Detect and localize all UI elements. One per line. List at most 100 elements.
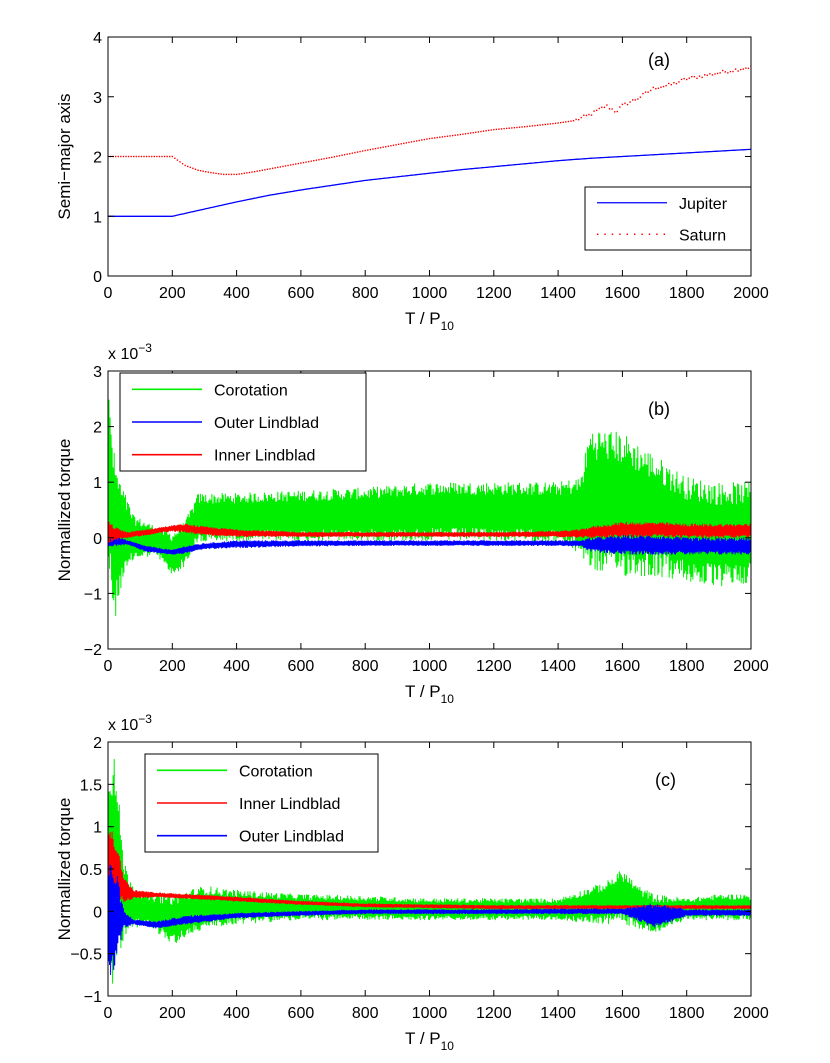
data-point bbox=[135, 155, 137, 158]
data-point bbox=[549, 123, 552, 125]
data-point bbox=[346, 153, 348, 155]
data-point bbox=[264, 169, 266, 171]
data-point bbox=[575, 118, 577, 121]
data-point bbox=[405, 142, 408, 144]
data-point bbox=[603, 106, 606, 109]
x-tick-label: 1000 bbox=[412, 658, 448, 675]
x-tick-label: 2000 bbox=[733, 658, 769, 675]
chart-panel-3: 0 200 400 600 800 1000 1200 1400 1600 1800 2000 −1 −… bbox=[55, 712, 769, 1053]
data-point bbox=[670, 83, 672, 86]
data-point bbox=[351, 152, 354, 154]
data-point bbox=[194, 168, 197, 170]
data-point bbox=[595, 109, 598, 112]
panel-label: (a) bbox=[648, 50, 670, 70]
data-point bbox=[539, 124, 541, 126]
data-point bbox=[554, 122, 557, 125]
data-point bbox=[459, 133, 462, 136]
data-point bbox=[657, 87, 660, 89]
data-point bbox=[585, 114, 588, 117]
data-point bbox=[282, 165, 284, 168]
data-point bbox=[187, 165, 189, 168]
data-point bbox=[138, 155, 140, 158]
data-point bbox=[498, 128, 500, 130]
data-point bbox=[413, 140, 415, 143]
data-point bbox=[189, 166, 192, 169]
data-point bbox=[675, 82, 678, 85]
data-point bbox=[133, 155, 135, 158]
data-point bbox=[608, 108, 611, 110]
data-point bbox=[511, 127, 513, 129]
data-point bbox=[158, 155, 161, 158]
data-point bbox=[441, 136, 444, 138]
x-tick-label: 400 bbox=[223, 285, 250, 302]
y-tick-label: 1 bbox=[93, 820, 102, 837]
data-point bbox=[686, 78, 688, 81]
y-axis-label: Normallized torque bbox=[55, 798, 74, 941]
data-point bbox=[567, 120, 570, 123]
x-tick-label: 1800 bbox=[669, 658, 705, 675]
series-outer-lindblad bbox=[108, 863, 751, 976]
data-point bbox=[719, 72, 721, 74]
data-point bbox=[688, 77, 690, 79]
data-point bbox=[505, 127, 508, 130]
data-point bbox=[423, 138, 426, 141]
data-point bbox=[212, 172, 215, 174]
chart-panel-2: 0 200 400 600 800 1000 1200 1400 1600 1800 2000 −2 −… bbox=[55, 341, 769, 706]
legend-label: Outer Lindblad bbox=[214, 415, 319, 432]
data-point bbox=[199, 170, 202, 172]
y-tick-label: 1 bbox=[93, 475, 102, 492]
data-point bbox=[382, 146, 384, 148]
data-point bbox=[266, 168, 269, 170]
data-point bbox=[331, 156, 333, 159]
data-point bbox=[207, 171, 210, 173]
data-point bbox=[536, 124, 539, 127]
x-tick-label: 1600 bbox=[605, 658, 641, 675]
data-point bbox=[318, 159, 320, 161]
data-point bbox=[374, 147, 377, 150]
data-point bbox=[583, 114, 585, 116]
data-point bbox=[714, 73, 716, 75]
data-point bbox=[593, 110, 595, 112]
legend-label: Saturn bbox=[679, 227, 726, 244]
data-point bbox=[667, 82, 670, 85]
y-axis-label: Normallized torque bbox=[55, 439, 74, 582]
data-point bbox=[271, 167, 274, 170]
data-point bbox=[349, 152, 351, 155]
data-point bbox=[361, 150, 364, 152]
data-point bbox=[284, 165, 287, 167]
data-point bbox=[140, 155, 143, 158]
data-point bbox=[192, 167, 194, 170]
data-point bbox=[171, 155, 173, 158]
data-point bbox=[246, 172, 248, 174]
data-point bbox=[151, 155, 153, 158]
data-point bbox=[577, 118, 580, 121]
series-inner-lindblad bbox=[108, 521, 751, 543]
data-point bbox=[665, 84, 667, 87]
x-tick-label: 800 bbox=[352, 285, 379, 302]
x-tick-label: 1600 bbox=[605, 1005, 641, 1022]
data-point bbox=[292, 163, 294, 166]
x-tick-label: 1200 bbox=[476, 658, 512, 675]
data-point bbox=[241, 172, 243, 175]
data-point bbox=[631, 99, 634, 101]
data-point bbox=[541, 124, 544, 126]
data-point bbox=[624, 102, 626, 104]
data-point bbox=[652, 86, 654, 89]
data-point bbox=[734, 68, 737, 70]
data-point bbox=[325, 157, 328, 159]
data-point bbox=[153, 155, 155, 158]
data-point bbox=[320, 158, 323, 160]
x-tick-label: 1200 bbox=[476, 285, 512, 302]
data-point bbox=[197, 169, 199, 171]
legend-label: Inner Lindblad bbox=[239, 796, 340, 813]
data-point bbox=[639, 96, 642, 98]
data-point bbox=[565, 121, 567, 123]
data-point bbox=[428, 137, 431, 140]
data-point bbox=[130, 155, 132, 158]
data-point bbox=[454, 134, 456, 136]
data-point bbox=[295, 163, 297, 165]
data-point bbox=[210, 171, 212, 174]
data-point bbox=[562, 121, 564, 123]
legend: Corotation Inner Lindblad Outer Lindblad bbox=[144, 753, 379, 853]
data-point bbox=[711, 74, 714, 76]
